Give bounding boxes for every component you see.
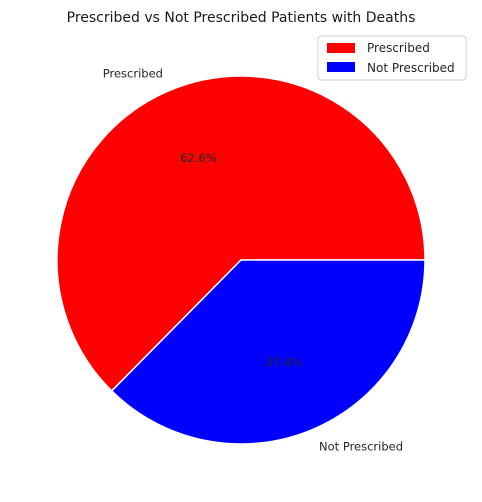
legend: Prescribed Not Prescribed	[317, 35, 467, 81]
pie-slice-not-prescribed	[110, 259, 426, 445]
slice-percent-not-prescribed: 37.4%	[265, 355, 302, 369]
slice-percent-prescribed: 62.6%	[180, 151, 217, 165]
slice-label-prescribed: Prescribed	[103, 66, 163, 80]
chart-title: Prescribed vs Not Prescribed Patients wi…	[67, 10, 416, 26]
legend-swatch-not-prescribed	[327, 62, 355, 72]
legend-label-prescribed: Prescribed	[367, 41, 430, 55]
legend-swatch-prescribed	[327, 43, 355, 53]
slice-label-not-prescribed: Not Prescribed	[319, 440, 403, 454]
pie-slices	[56, 75, 426, 445]
pie-labels: Prescribed 62.6% Not Prescribed 37.4%	[103, 66, 403, 453]
legend-label-not-prescribed: Not Prescribed	[367, 61, 455, 75]
pie-slice-prescribed	[56, 75, 426, 392]
